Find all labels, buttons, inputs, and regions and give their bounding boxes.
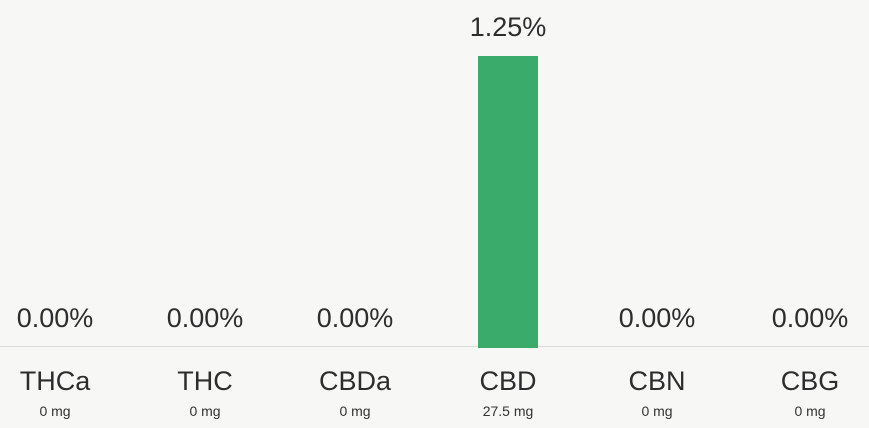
bar-group-cbn: 0.00% CBN 0 mg xyxy=(587,0,727,428)
value-label-cbg: 0.00% xyxy=(771,303,849,333)
amount-label-thc: 0 mg xyxy=(189,403,221,419)
category-label-cbg: CBG xyxy=(780,366,840,396)
amount-label-cbd: 27.5 mg xyxy=(482,403,534,419)
bar-group-thc: 0.00% THC 0 mg xyxy=(135,0,275,428)
amount-label-thca: 0 mg xyxy=(39,403,71,419)
category-label-cbd: CBD xyxy=(479,366,537,396)
category-label-cbda: CBDa xyxy=(318,366,392,396)
amount-label-cbn: 0 mg xyxy=(641,403,673,419)
value-label-thc: 0.00% xyxy=(166,303,244,333)
category-label-thca: THCa xyxy=(19,366,91,396)
bar-group-thca: 0.00% THCa 0 mg xyxy=(0,0,125,428)
bar-group-cbd: 1.25% CBD 27.5 mg xyxy=(438,0,578,428)
category-label-cbn: CBN xyxy=(628,366,686,396)
value-label-thca: 0.00% xyxy=(16,303,94,333)
bar-cbd xyxy=(478,56,538,348)
amount-label-cbg: 0 mg xyxy=(794,403,826,419)
value-label-cbd: 1.25% xyxy=(469,12,547,42)
value-label-cbda: 0.00% xyxy=(316,303,394,333)
amount-label-cbda: 0 mg xyxy=(339,403,371,419)
bar-group-cbda: 0.00% CBDa 0 mg xyxy=(285,0,425,428)
bar-group-cbg: 0.00% CBG 0 mg xyxy=(740,0,869,428)
value-label-cbn: 0.00% xyxy=(618,303,696,333)
baseline xyxy=(0,346,869,347)
category-label-thc: THC xyxy=(177,366,233,396)
